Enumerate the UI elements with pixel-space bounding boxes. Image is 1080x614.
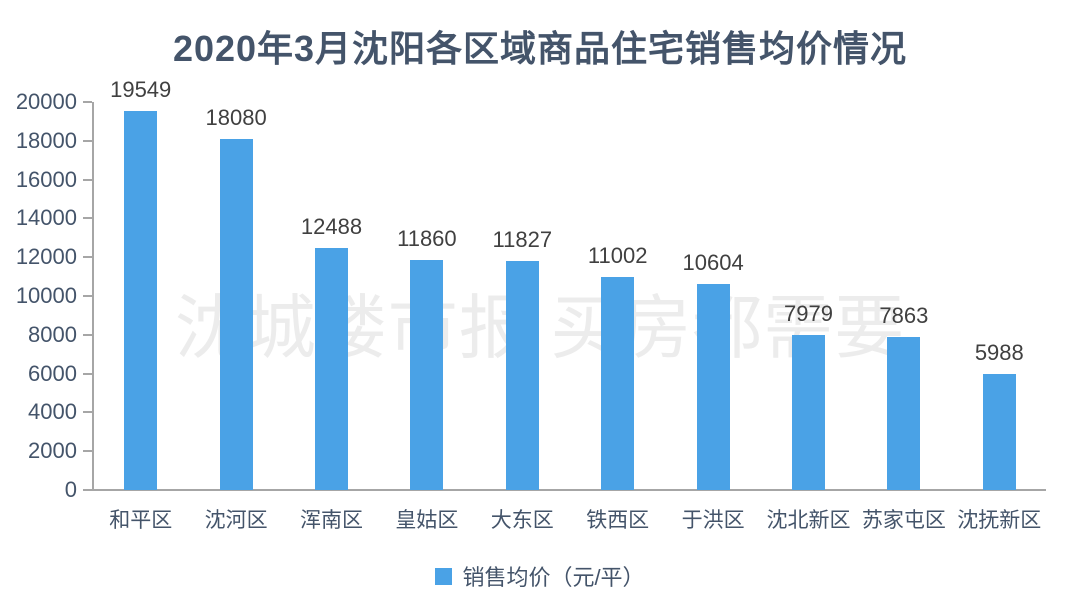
x-category-label: 沈北新区 (766, 509, 851, 532)
y-tick-mark (83, 411, 92, 414)
y-tick-label: 12000 (15, 244, 77, 270)
bar-皇姑区 (410, 259, 444, 490)
y-tick-label: 2000 (28, 438, 77, 464)
bar-value-label: 19549 (110, 76, 172, 102)
y-tick-label: 0 (64, 477, 77, 502)
x-category-label: 苏家屯区 (861, 509, 946, 532)
x-category-label: 大东区 (490, 509, 554, 532)
y-tick-mark (83, 450, 92, 453)
x-category-label: 和平区 (109, 509, 173, 532)
bar-value-label: 7979 (784, 301, 833, 327)
y-tick-label: 4000 (28, 399, 77, 425)
y-tick-mark (83, 295, 92, 297)
plot-area: 0 2000 4000 6000 8000 10000 12000 14000 16000 180… (16, 77, 1047, 532)
y-tick-mark (83, 139, 92, 142)
bar-value-label: 12488 (300, 213, 363, 239)
bar-浑南区 (315, 247, 348, 490)
bar-沈北新区 (792, 335, 825, 490)
legend-label: 销售均价（元/平） (462, 565, 645, 590)
y-tick-mark (83, 101, 92, 103)
bar-value-label: 11860 (397, 225, 457, 251)
bar-value-label: 5988 (974, 339, 1024, 365)
bar-value-label: 10604 (682, 250, 744, 276)
x-category-label: 皇姑区 (395, 509, 459, 532)
y-tick-label: 16000 (15, 166, 77, 192)
y-tick-label: 20000 (15, 89, 77, 114)
bar-于洪区 (696, 284, 730, 490)
y-tick-label: 14000 (15, 205, 77, 231)
bar-大东区 (505, 260, 539, 490)
y-tick-label: 6000 (28, 360, 77, 386)
y-tick-mark (83, 217, 92, 220)
x-category-label: 浑南区 (300, 509, 363, 532)
chart-title: 2020年3月沈阳各区域商品住宅销售均价情况 (172, 28, 908, 69)
bar-苏家屯区 (887, 337, 921, 490)
bar-value-label: 18080 (205, 105, 267, 131)
y-tick-label: 10000 (15, 283, 77, 308)
x-axis-line (92, 489, 1046, 491)
bar-value-label: 11827 (492, 226, 553, 252)
x-category-label: 沈抚新区 (957, 509, 1042, 532)
y-tick-label: 8000 (28, 321, 77, 347)
bar-value-label: 7863 (879, 303, 929, 329)
bar-铁西区 (601, 276, 635, 490)
legend: 销售均价（元/平） (0, 560, 1080, 592)
x-category-label: 沈河区 (204, 509, 268, 532)
y-tick-label: 18000 (15, 127, 77, 153)
y-axis-line (92, 102, 94, 490)
bar-value-label: 11002 (587, 242, 648, 268)
watermark-text: 沈城楼市报 买房都需要 (174, 289, 906, 367)
bar-和平区 (124, 110, 158, 490)
bar-沈抚新区 (982, 373, 1016, 490)
y-tick-mark (83, 256, 92, 259)
y-tick-mark (83, 489, 92, 491)
x-category-label: 于洪区 (681, 509, 745, 532)
x-category-label: 铁西区 (586, 509, 650, 532)
y-tick-mark (83, 178, 92, 181)
y-tick-mark (83, 333, 92, 336)
legend-swatch-icon (435, 567, 453, 585)
bar-沈河区 (219, 139, 253, 490)
y-tick-mark (83, 372, 92, 375)
